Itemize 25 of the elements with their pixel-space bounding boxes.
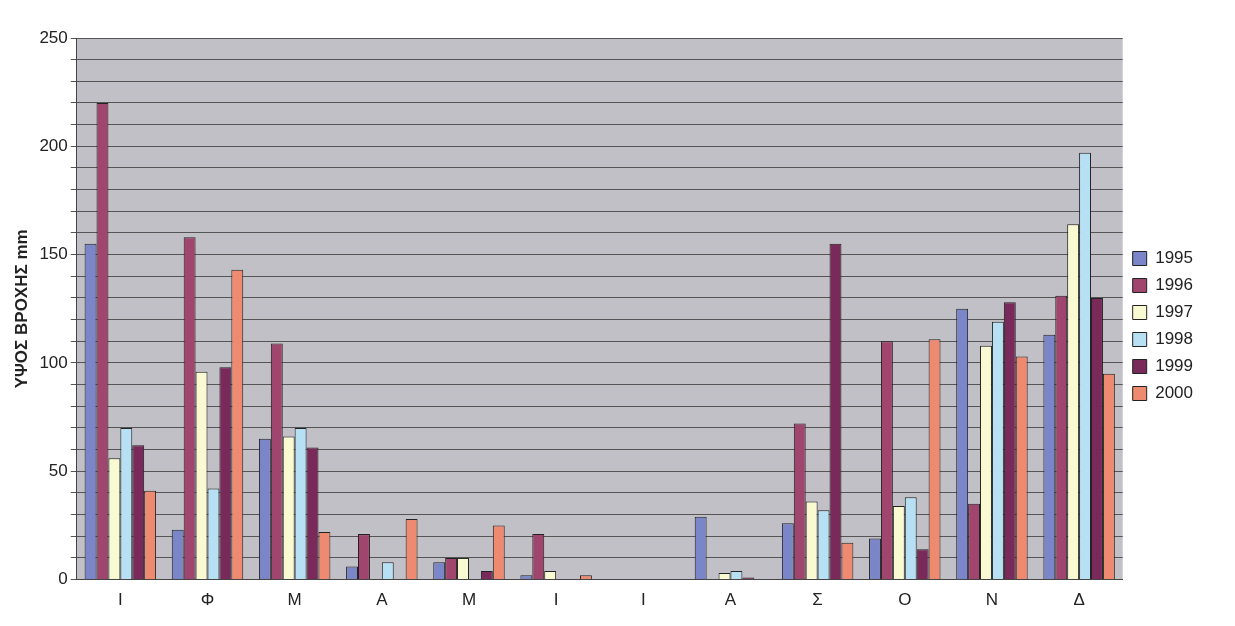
legend-label: 1998 xyxy=(1155,329,1194,349)
y-tick-label: 150 xyxy=(39,244,68,264)
legend-label: 1997 xyxy=(1155,302,1194,322)
legend-label: 1995 xyxy=(1155,248,1194,268)
x-tick-label: Ι xyxy=(117,590,123,610)
x-tick-label: Σ xyxy=(812,590,823,610)
x-tick-label: Ν xyxy=(985,590,999,610)
x-tick-label: Μ xyxy=(461,590,477,610)
x-tick-label: Α xyxy=(724,590,737,610)
x-tick-label: Φ xyxy=(200,590,215,610)
x-tick-label: Ο xyxy=(898,590,912,610)
legend-label: 1999 xyxy=(1155,356,1194,376)
y-tick-label: 200 xyxy=(39,136,68,156)
legend-label: 2000 xyxy=(1155,383,1194,403)
y-tick-label: 0 xyxy=(58,569,68,589)
x-tick-label: Ι xyxy=(640,590,646,610)
x-tick-label: Μ xyxy=(287,590,302,610)
y-tick-label: 250 xyxy=(39,27,68,47)
legend-label: 1996 xyxy=(1155,275,1194,295)
y-axis-title: ΥΨΟΣ ΒΡΟΧΗΣ mm xyxy=(11,229,31,389)
y-tick-label: 50 xyxy=(48,460,68,480)
x-tick-label: Δ xyxy=(1073,590,1085,610)
x-tick-label: Α xyxy=(376,590,389,610)
x-tick-label: Ι xyxy=(553,590,559,610)
y-tick-label: 100 xyxy=(39,352,68,372)
